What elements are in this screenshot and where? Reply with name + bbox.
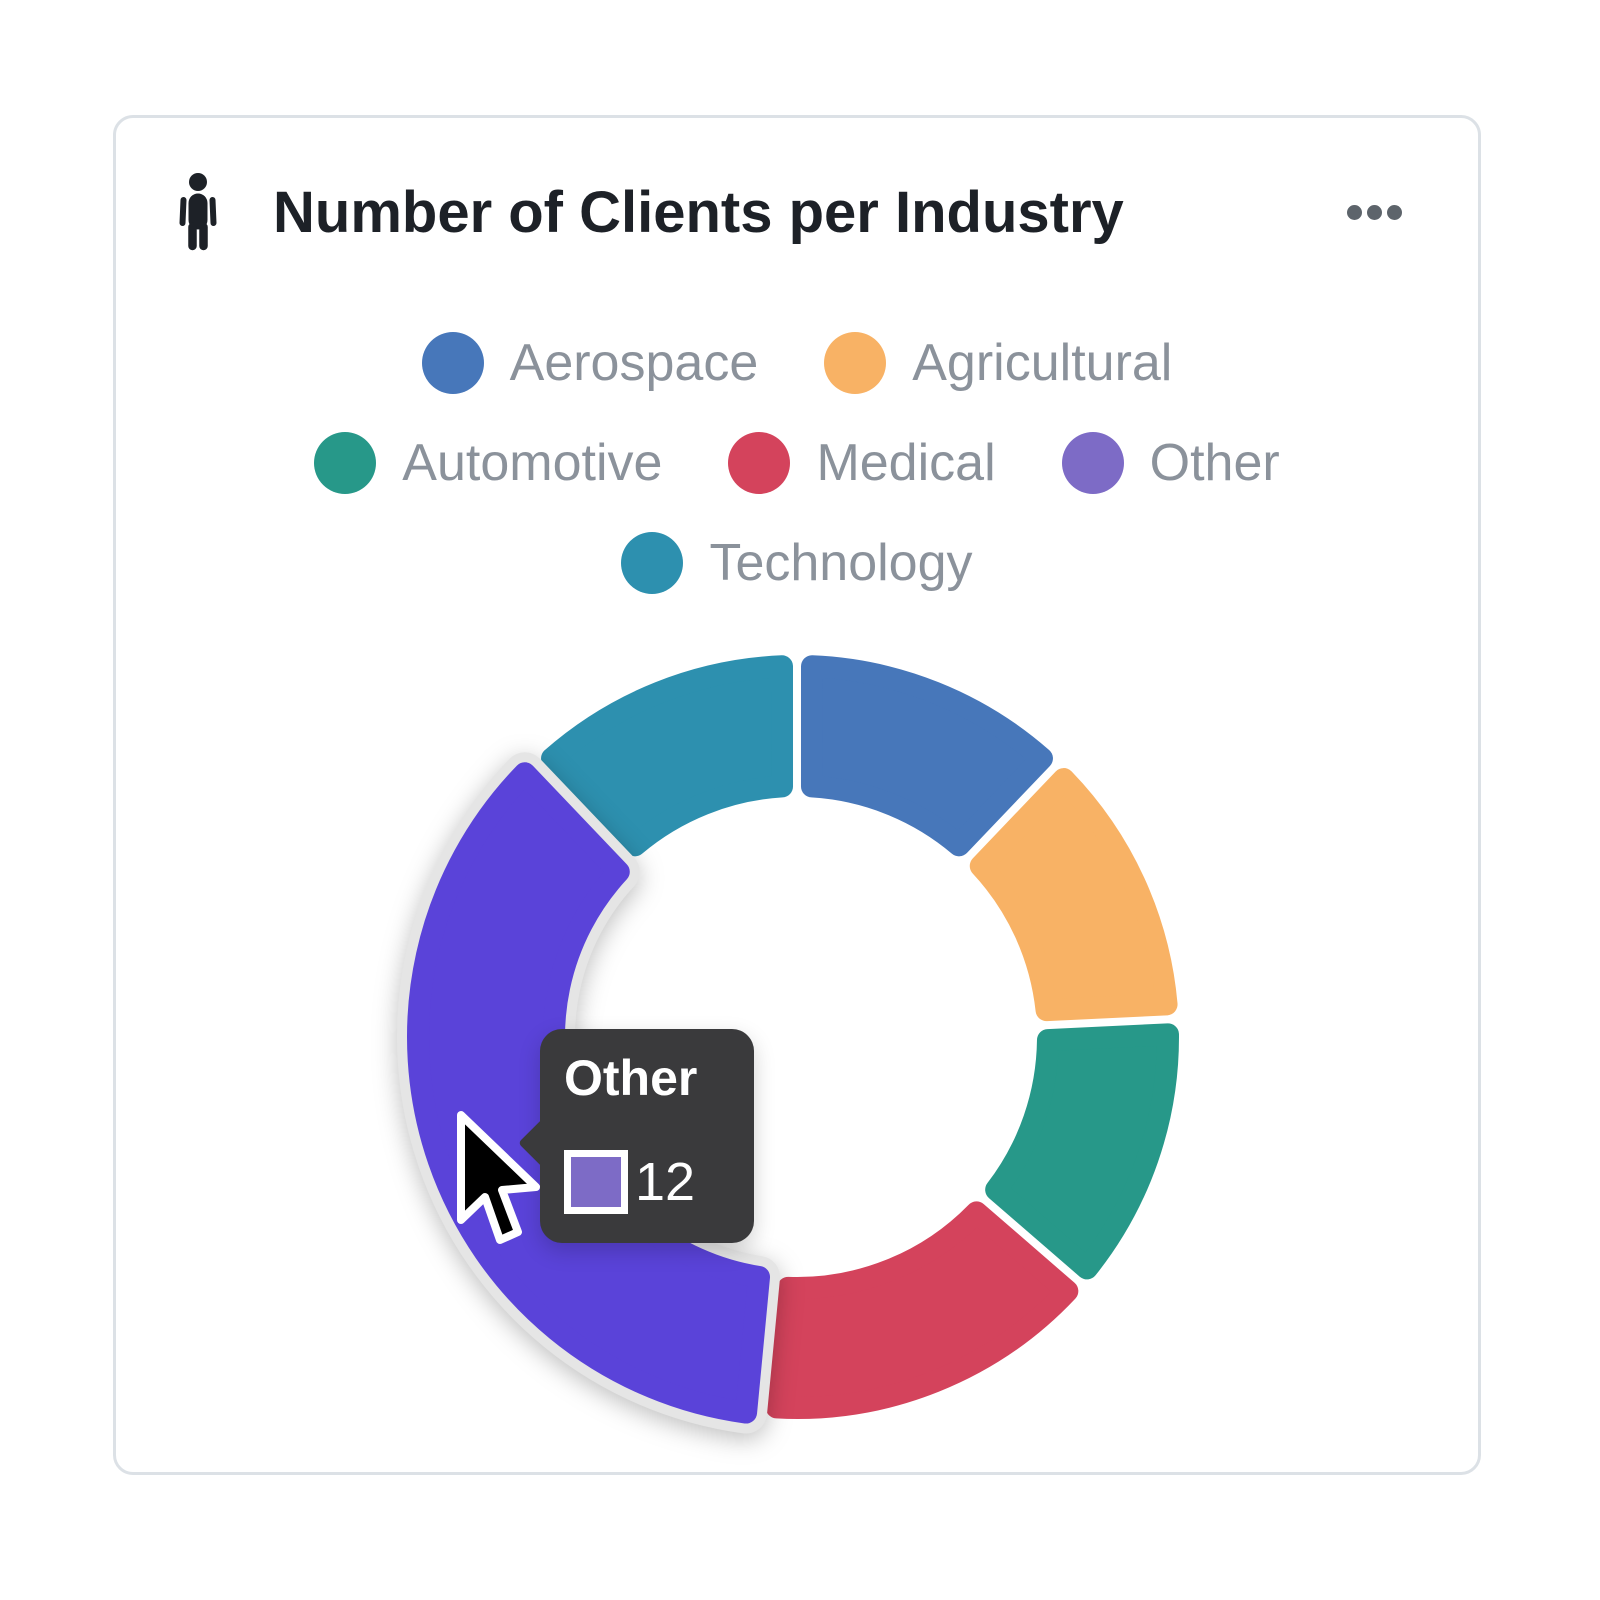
mouse-cursor-icon [457,1111,540,1244]
chart-legend: Aerospace Agricultural Automotive Medical Ot… [116,330,1478,630]
donut-segment-agricultural[interactable] [969,768,1178,1022]
donut-segment-automotive[interactable] [985,1023,1179,1280]
legend-item-medical[interactable]: Medical [728,432,996,494]
more-options-button[interactable] [1345,195,1404,230]
chart-tooltip: Other 12 [518,1029,754,1243]
card-header: Number of Clients per Industry [173,166,1404,258]
legend-marker-icon [421,332,484,394]
legend-item-other[interactable]: Other [1061,432,1280,494]
legend-row: Aerospace Agricultural [116,330,1478,396]
legend-item-automotive[interactable]: Automotive [314,432,662,494]
legend-label: Medical [816,434,996,492]
person-icon [179,173,217,251]
ellipsis-icon [1367,204,1382,220]
legend-item-technology[interactable]: Technology [621,532,973,594]
ellipsis-icon [1347,204,1362,220]
legend-label: Other [1149,434,1280,492]
legend-item-agricultural[interactable]: Agricultural [824,332,1172,394]
chart-card: Number of Clients per Industry Aerospace… [113,115,1481,1475]
donut-segment-technology[interactable] [541,655,794,857]
ellipsis-icon [1387,204,1402,220]
legend-marker-icon [728,432,791,494]
tooltip-title: Other [564,1050,698,1106]
tooltip-row: 12 [564,1150,736,1214]
donut-segment-medical[interactable] [765,1201,1079,1419]
legend-marker-icon [621,532,684,594]
legend-label: Agricultural [912,334,1173,392]
legend-marker-icon [824,332,887,394]
tooltip-swatch [564,1150,628,1214]
legend-label: Aerospace [509,334,759,392]
chart-title: Number of Clients per Industry [273,179,1124,245]
legend-label: Technology [709,534,973,592]
legend-marker-icon [314,432,377,494]
legend-row: Automotive Medical Other [116,430,1478,496]
donut-segment-aerospace[interactable] [800,655,1053,857]
legend-row: Technology [116,530,1478,596]
legend-label: Automotive [402,434,663,492]
legend-item-aerospace[interactable]: Aerospace [421,332,759,394]
legend-marker-icon [1061,432,1124,494]
tooltip-value: 12 [635,1152,696,1212]
